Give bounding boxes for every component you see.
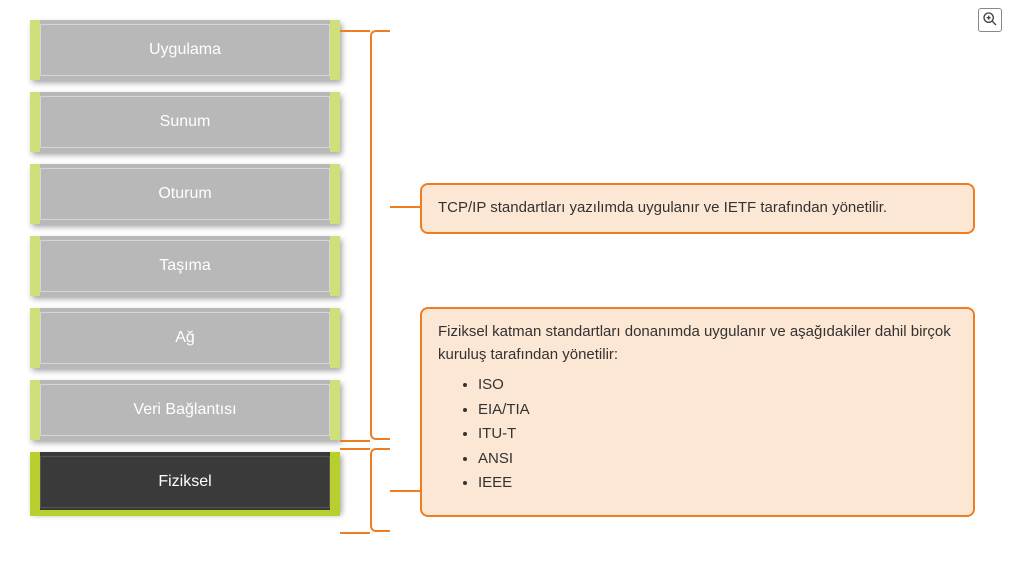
layer-session: Oturum	[30, 164, 340, 224]
bracket-stub	[340, 440, 370, 442]
callout-list-item: EIA/TIA	[478, 399, 957, 422]
osi-layers-stack: Uygulama Sunum Oturum Taşıma Ağ Veri Bağ…	[30, 20, 340, 524]
callout-list-item: IEEE	[478, 472, 957, 495]
callout-list-item: ISO	[478, 374, 957, 397]
callout-list-item: ANSI	[478, 448, 957, 471]
magnifier-plus-icon	[982, 11, 998, 30]
bracket-stub	[340, 532, 370, 534]
callout-text: TCP/IP standartları yazılımda uygulanır …	[438, 199, 887, 216]
layer-label: Taşıma	[159, 257, 211, 275]
layer-network: Ağ	[30, 308, 340, 368]
callout-tcpip-software: TCP/IP standartları yazılımda uygulanır …	[420, 183, 975, 234]
layer-label: Sunum	[160, 113, 211, 131]
bracket-top-six-layers	[370, 30, 390, 440]
layer-label: Fiziksel	[158, 473, 211, 491]
callout-text: Fiziksel katman standartları donanımda u…	[438, 321, 957, 366]
layer-label: Oturum	[158, 185, 211, 203]
layer-presentation: Sunum	[30, 92, 340, 152]
layer-datalink: Veri Bağlantısı	[30, 380, 340, 440]
connector-bottom	[390, 490, 420, 492]
bracket-stub	[340, 448, 370, 450]
layer-application: Uygulama	[30, 20, 340, 80]
callout-physical-hardware: Fiziksel katman standartları donanımda u…	[420, 307, 975, 517]
bracket-physical-layer	[370, 448, 390, 532]
layer-physical: Fiziksel	[30, 452, 340, 512]
layer-label: Uygulama	[149, 41, 221, 59]
connector-top	[390, 206, 420, 208]
layer-label: Ağ	[175, 329, 195, 347]
zoom-in-button[interactable]	[978, 8, 1002, 32]
layer-transport: Taşıma	[30, 236, 340, 296]
callout-list: ISO EIA/TIA ITU-T ANSI IEEE	[478, 374, 957, 495]
layer-label: Veri Bağlantısı	[133, 401, 236, 419]
callout-list-item: ITU-T	[478, 423, 957, 446]
bracket-stub	[340, 30, 370, 32]
